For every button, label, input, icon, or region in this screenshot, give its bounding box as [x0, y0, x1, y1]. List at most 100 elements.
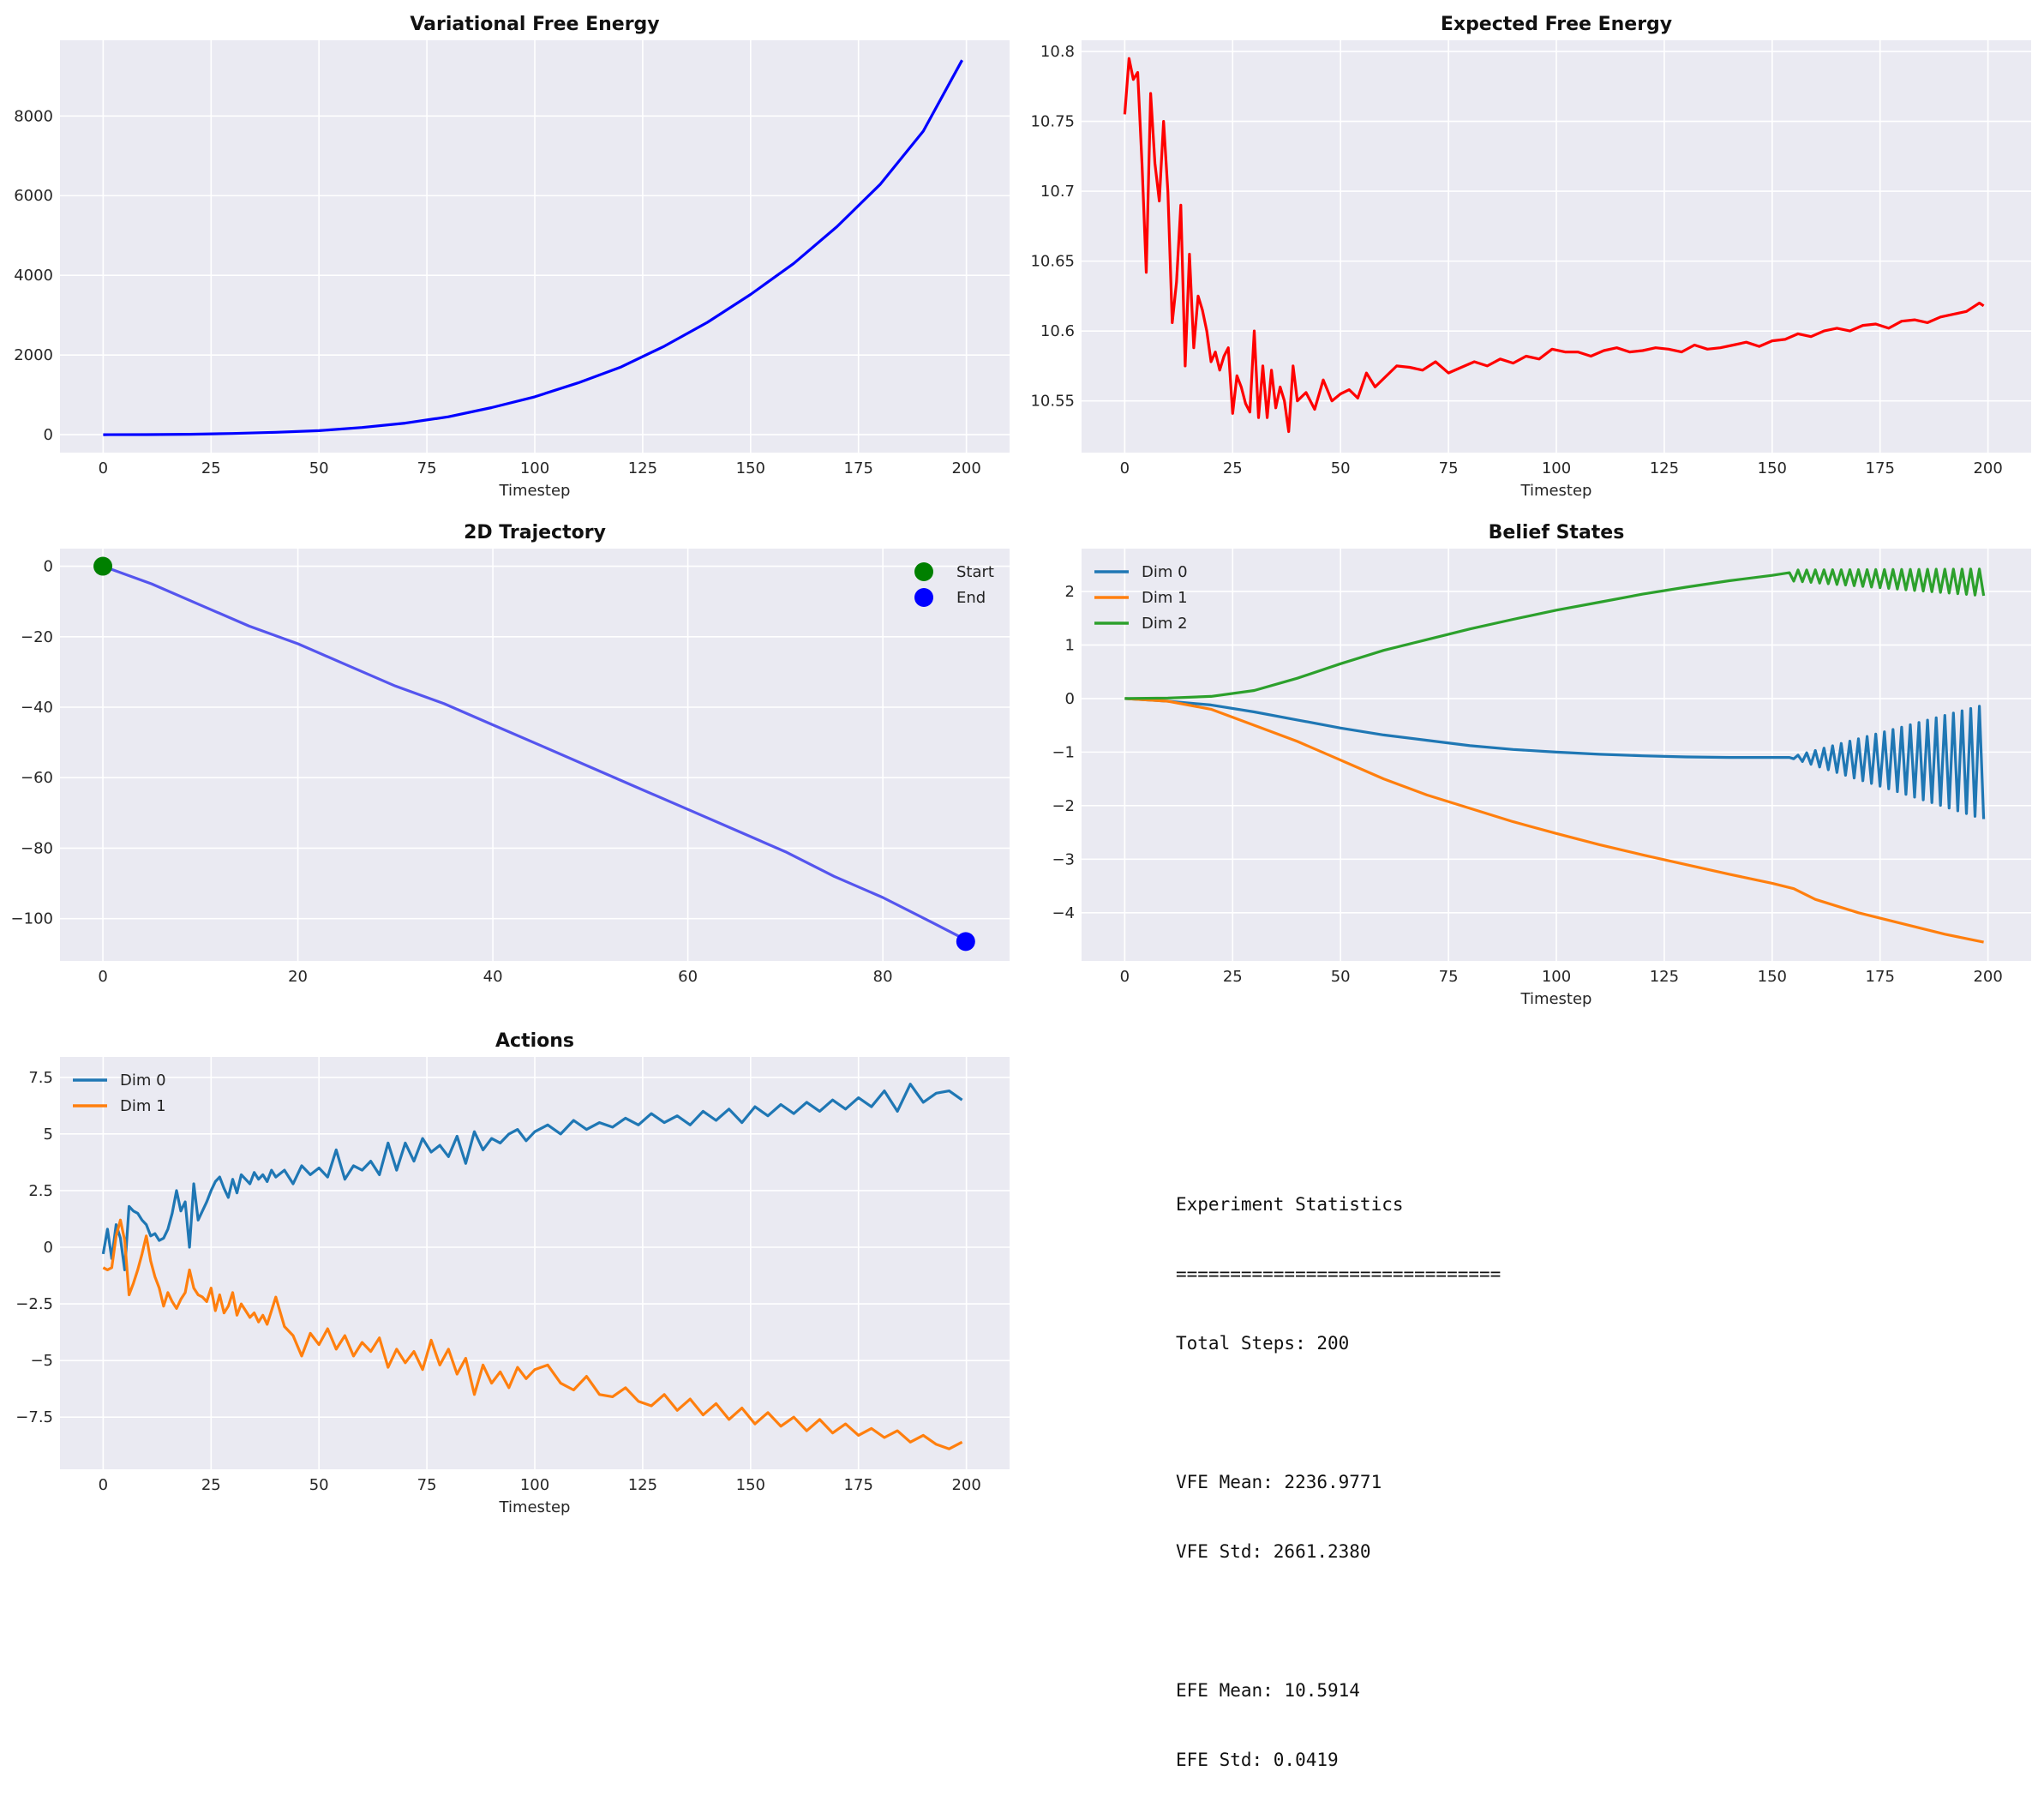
stats-efe-mean: EFE Mean: 10.5914 [1176, 1680, 1360, 1701]
actions-x-tick-label: 100 [520, 1476, 549, 1494]
vfe-y-tick-label: 2000 [14, 346, 53, 364]
actions-series-1-line [102, 1218, 963, 1450]
efe-x-axis-label: Timestep [1520, 482, 1592, 500]
trajectory-end-marker [956, 932, 975, 952]
actions-y-tick-label: 2.5 [28, 1182, 53, 1200]
vfe-x-tick-label: 0 [99, 459, 108, 477]
actions-x-tick-label: 50 [309, 1476, 329, 1494]
beliefs-x-tick-label: 0 [1120, 968, 1130, 986]
vfe-series-0-line [103, 59, 964, 436]
efe-x-tick-label: 200 [1973, 459, 2002, 477]
trajectory-x-tick-label: 80 [873, 968, 893, 986]
trajectory-legend-label: End [956, 589, 986, 607]
trajectory-title: 2D Trajectory [464, 522, 606, 543]
trajectory-legend-label: Start [956, 563, 994, 581]
vfe-x-tick-label: 150 [736, 459, 765, 477]
efe-chart: 0 25 50 75 100 125 150 175 200 10.55 10.6 10.65 10.7… [1030, 14, 2031, 500]
beliefs-y-tick-label: −3 [1052, 850, 1075, 868]
trajectory-y-tick-label: −80 [21, 839, 53, 857]
actions-x-tick-label: 200 [951, 1476, 980, 1494]
beliefs-title: Belief States [1489, 522, 1625, 543]
beliefs-x-tick-label: 200 [1973, 968, 2002, 986]
efe-x-tick-label: 0 [1120, 459, 1130, 477]
actions-x-tick-label: 25 [201, 1476, 221, 1494]
efe-y-tick-label: 10.55 [1030, 393, 1075, 411]
actions-y-tick-label: 5 [44, 1126, 53, 1144]
efe-y-tick-label: 10.7 [1040, 183, 1075, 201]
vfe-x-tick-label: 25 [201, 459, 221, 477]
actions-series-0-line [101, 1083, 963, 1272]
actions-y-tick-label: −7.5 [15, 1408, 53, 1426]
efe-x-tick-label: 50 [1331, 459, 1351, 477]
stats-divider: ============================== [1176, 1264, 1502, 1284]
actions-y-tick-label: 7.5 [28, 1069, 53, 1087]
actions-y-tick-label: 0 [44, 1239, 53, 1257]
trajectory-y-tick-label: −60 [21, 769, 53, 787]
vfe-x-tick-label: 200 [951, 459, 980, 477]
vfe-x-tick-label: 75 [417, 459, 437, 477]
beliefs-series-1-line [1124, 697, 1984, 944]
actions-x-tick-label: 0 [99, 1476, 108, 1494]
efe-x-tick-label: 100 [1542, 459, 1571, 477]
actions-x-tick-label: 75 [417, 1476, 437, 1494]
trajectory-plot-area [60, 549, 1010, 961]
stats-spacer-1 [1176, 1402, 1501, 1425]
vfe-x-axis-label: Timestep [499, 482, 571, 500]
efe-y-tick-label: 10.65 [1030, 253, 1075, 271]
vfe-y-tick-label: 6000 [14, 187, 53, 205]
beliefs-chart: 0 25 50 75 100 125 150 175 200 2 1 0 −1 −2 −3 −4 Belief … [1052, 522, 2031, 1008]
actions-x-tick-label: 175 [844, 1476, 873, 1494]
beliefs-y-tick-label: −4 [1052, 904, 1075, 922]
beliefs-x-tick-label: 25 [1223, 968, 1243, 986]
actions-y-tick-label: −2.5 [15, 1295, 53, 1313]
trajectory-x-tick-label: 20 [288, 968, 308, 986]
beliefs-x-tick-label: 150 [1758, 968, 1787, 986]
trajectory-y-tick-label: 0 [44, 558, 53, 576]
trajectory-y-tick-label: −20 [21, 628, 53, 646]
beliefs-x-tick-label: 100 [1542, 968, 1571, 986]
stats-vfe-std: VFE Std: 2661.2380 [1176, 1541, 1371, 1562]
vfe-title: Variational Free Energy [410, 14, 659, 35]
beliefs-y-tick-label: −2 [1052, 797, 1075, 815]
stats-title: Experiment Statistics [1176, 1194, 1404, 1215]
efe-x-tick-label: 75 [1439, 459, 1459, 477]
vfe-y-tick-label: 8000 [14, 107, 53, 125]
beliefs-x-tick-label: 125 [1650, 968, 1679, 986]
efe-title: Expected Free Energy [1441, 14, 1672, 35]
actions-title: Actions [495, 1030, 574, 1052]
beliefs-y-tick-label: −1 [1052, 743, 1075, 761]
stats-vfe-mean: VFE Mean: 2236.9771 [1176, 1472, 1382, 1492]
actions-legend-label: Dim 1 [120, 1097, 166, 1115]
efe-y-tick-label: 10.75 [1030, 113, 1075, 131]
stats-spacer-2 [1176, 1610, 1501, 1633]
efe-y-tick-label: 10.8 [1040, 43, 1075, 61]
trajectory-legend-marker [914, 588, 933, 607]
stats-total-steps: Total Steps: 200 [1176, 1333, 1350, 1354]
trajectory-y-tick-label: −100 [11, 910, 53, 928]
stats-efe-std: EFE Std: 0.0419 [1176, 1750, 1339, 1770]
vfe-y-tick-label: 4000 [14, 267, 53, 285]
efe-x-tick-label: 150 [1758, 459, 1787, 477]
trajectory-y-tick-label: −40 [21, 699, 53, 717]
vfe-y-tick-label: 0 [44, 426, 53, 444]
trajectory-chart: 0 20 40 60 80 0 −20 −40 −60 −80 −100 2D Trajectory S… [11, 522, 1010, 986]
trajectory-start-marker [93, 556, 113, 576]
vfe-x-tick-label: 175 [844, 459, 873, 477]
efe-x-tick-label: 25 [1223, 459, 1243, 477]
efe-x-tick-label: 125 [1650, 459, 1679, 477]
beliefs-legend-label: Dim 1 [1142, 589, 1188, 607]
trajectory-series-0-line [102, 565, 967, 941]
actions-y-tick-label: −5 [30, 1352, 53, 1370]
actions-x-tick-label: 150 [736, 1476, 765, 1494]
beliefs-legend-label: Dim 0 [1142, 563, 1188, 581]
vfe-x-tick-label: 125 [628, 459, 657, 477]
efe-y-tick-label: 10.6 [1040, 322, 1075, 340]
beliefs-x-tick-label: 75 [1439, 968, 1459, 986]
actions-chart: 0 25 50 75 100 125 150 175 200 7.5 5 2.5 0 −2.5 −5 −7.5… [15, 1030, 1010, 1516]
beliefs-x-tick-label: 175 [1866, 968, 1895, 986]
figure: 0 25 50 75 100 125 150 175 20002000400060008000V… [11, 14, 2031, 1516]
beliefs-legend-label: Dim 2 [1142, 615, 1188, 633]
trajectory-legend-marker [914, 562, 933, 581]
trajectory-x-tick-label: 60 [678, 968, 698, 986]
vfe-chart: 0 25 50 75 100 125 150 175 20002000400060008000V… [14, 14, 1010, 500]
